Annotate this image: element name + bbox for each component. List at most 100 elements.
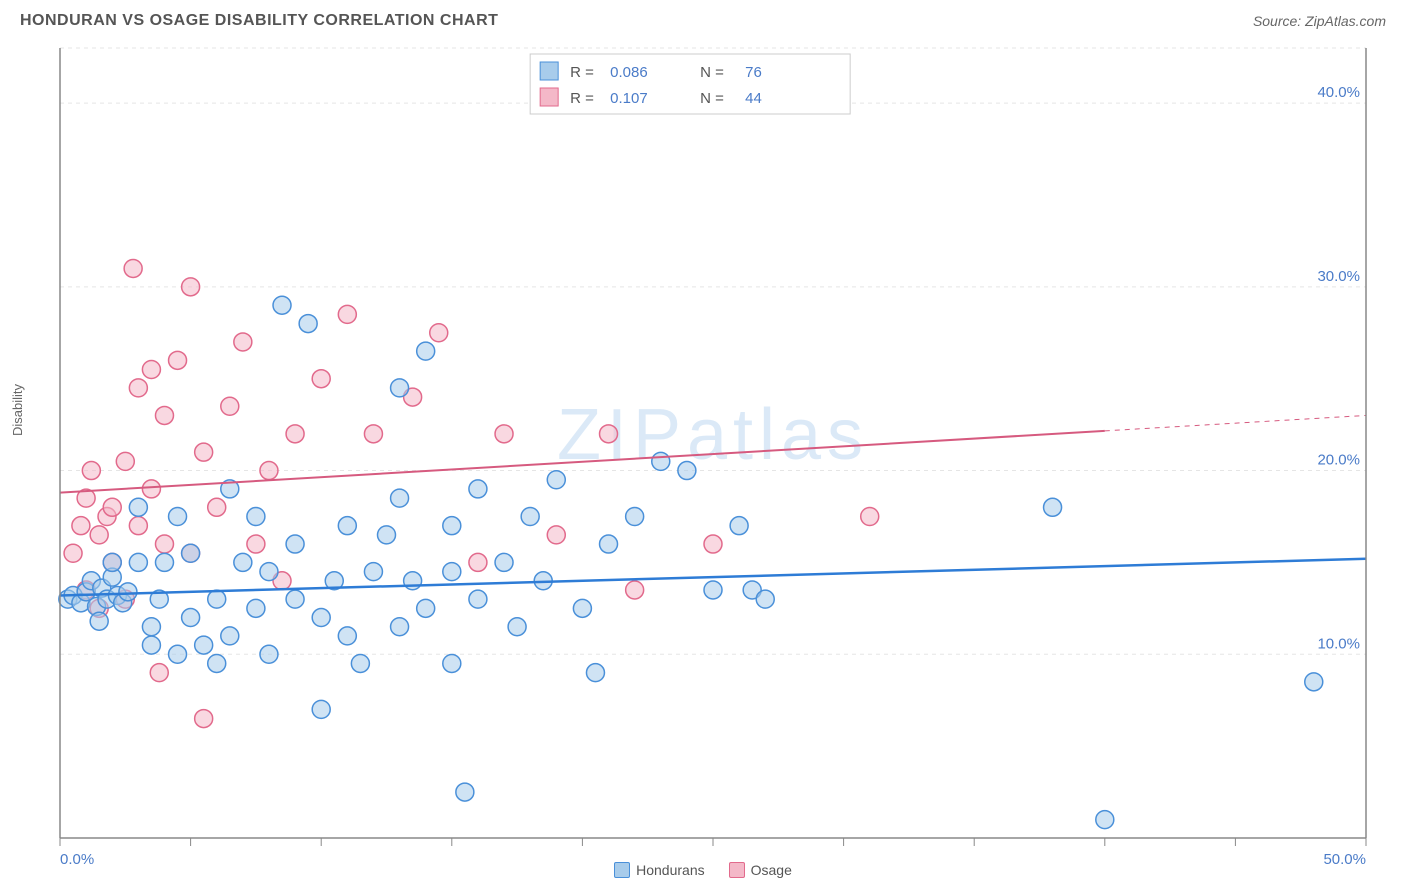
honduran-point (521, 507, 539, 525)
osage-point (430, 324, 448, 342)
honduran-point (1044, 498, 1062, 516)
honduran-point (129, 498, 147, 516)
honduran-point (312, 700, 330, 718)
honduran-point (678, 462, 696, 480)
osage-point (234, 333, 252, 351)
honduran-point (234, 553, 252, 571)
honduran-point (417, 342, 435, 360)
osage-point (103, 498, 121, 516)
osage-point (338, 305, 356, 323)
chart-title: HONDURAN VS OSAGE DISABILITY CORRELATION… (20, 12, 498, 30)
honduran-point (195, 636, 213, 654)
honduran-point (286, 535, 304, 553)
osage-point (495, 425, 513, 443)
honduran-point (1096, 811, 1114, 829)
honduran-point (351, 654, 369, 672)
stats-r-label: R = (570, 90, 594, 107)
honduran-point (730, 517, 748, 535)
honduran-point (182, 544, 200, 562)
osage-point (704, 535, 722, 553)
honduran-point (704, 581, 722, 599)
honduran-point (155, 553, 173, 571)
honduran-point (364, 563, 382, 581)
osage-point (182, 278, 200, 296)
stats-swatch (540, 62, 558, 80)
osage-point (142, 480, 160, 498)
stats-n-value: 76 (745, 64, 762, 81)
honduran-point (469, 480, 487, 498)
honduran-point (391, 379, 409, 397)
osage-point (64, 544, 82, 562)
legend-label: Hondurans (636, 862, 705, 878)
honduran-point (119, 583, 137, 601)
scatter-chart: ZIPatlas0.0%50.0%10.0%20.0%30.0%40.0%R =… (20, 38, 1386, 874)
honduran-point (208, 654, 226, 672)
osage-point (600, 425, 618, 443)
osage-point (364, 425, 382, 443)
osage-point (221, 397, 239, 415)
y-tick-label: 30.0% (1317, 268, 1360, 285)
stats-r-value: 0.086 (610, 64, 648, 81)
honduran-point (273, 296, 291, 314)
honduran-point (1305, 673, 1323, 691)
osage-point (150, 664, 168, 682)
honduran-point (247, 507, 265, 525)
legend-item: Osage (729, 862, 792, 878)
honduran-point (391, 618, 409, 636)
honduran-point (508, 618, 526, 636)
honduran-point (312, 609, 330, 627)
honduran-point (547, 471, 565, 489)
stats-r-label: R = (570, 64, 594, 81)
honduran-point (142, 618, 160, 636)
honduran-point (573, 599, 591, 617)
legend-swatch (729, 862, 745, 878)
osage-point (155, 535, 173, 553)
stats-n-label: N = (700, 64, 724, 81)
osage-point (124, 259, 142, 277)
osage-point (129, 517, 147, 535)
honduran-point (443, 654, 461, 672)
honduran-point (417, 599, 435, 617)
y-tick-label: 20.0% (1317, 452, 1360, 469)
honduran-point (626, 507, 644, 525)
honduran-point (456, 783, 474, 801)
legend-swatch (614, 862, 630, 878)
honduran-point (260, 645, 278, 663)
osage-point (72, 517, 90, 535)
honduran-point (182, 609, 200, 627)
y-axis-label: Disability (10, 384, 25, 436)
stats-swatch (540, 88, 558, 106)
honduran-point (586, 664, 604, 682)
honduran-point (247, 599, 265, 617)
honduran-point (338, 627, 356, 645)
honduran-point (129, 553, 147, 571)
honduran-point (299, 315, 317, 333)
legend-label: Osage (751, 862, 792, 878)
honduran-point (142, 636, 160, 654)
trend-line-osage-dashed (1105, 415, 1366, 430)
osage-point (208, 498, 226, 516)
honduran-point (103, 553, 121, 571)
osage-point (142, 361, 160, 379)
honduran-point (404, 572, 422, 590)
osage-point (861, 507, 879, 525)
osage-point (116, 452, 134, 470)
osage-point (129, 379, 147, 397)
osage-point (469, 553, 487, 571)
osage-point (195, 443, 213, 461)
source-label: Source: ZipAtlas.com (1253, 13, 1386, 29)
honduran-point (391, 489, 409, 507)
honduran-point (286, 590, 304, 608)
honduran-point (208, 590, 226, 608)
y-tick-label: 40.0% (1317, 84, 1360, 101)
honduran-point (378, 526, 396, 544)
honduran-point (495, 553, 513, 571)
stats-n-value: 44 (745, 90, 762, 107)
legend-item: Hondurans (614, 862, 705, 878)
osage-point (155, 406, 173, 424)
honduran-point (338, 517, 356, 535)
osage-point (247, 535, 265, 553)
honduran-point (469, 590, 487, 608)
osage-point (195, 710, 213, 728)
osage-point (626, 581, 644, 599)
